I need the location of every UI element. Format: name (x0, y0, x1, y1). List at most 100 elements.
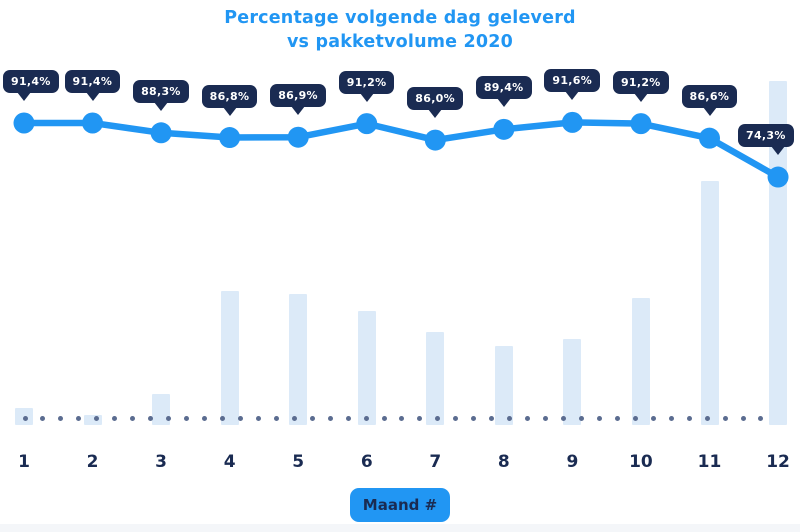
data-point-marker-9 (561, 111, 583, 133)
value-tooltip-label: 86,6% (689, 90, 730, 104)
baseline-dot (94, 415, 100, 421)
data-point-marker-1 (13, 112, 35, 134)
baseline-dot (525, 415, 531, 421)
baseline-dot (237, 415, 243, 421)
baseline-dot (686, 415, 692, 421)
baseline-dot (309, 415, 315, 421)
volume-bar-9 (563, 339, 582, 425)
value-tooltip-label: 91,2% (620, 75, 661, 89)
volume-bar-8 (494, 345, 513, 425)
tooltip-tail (633, 92, 648, 102)
baseline-dot (219, 415, 225, 421)
data-point-marker-7 (424, 129, 446, 151)
value-tooltip-label: 91,2% (346, 75, 387, 89)
baseline-dot (489, 415, 495, 421)
baseline-dot (166, 415, 172, 421)
line-path (20, 119, 782, 181)
x-axis-label-3: 3 (155, 452, 168, 472)
baseline-dot (471, 415, 477, 421)
value-tooltip-11: 86,6% (681, 85, 738, 117)
data-point-marker-5 (287, 126, 309, 148)
chart-title-line2: vs pakketvolume 2020 (286, 32, 514, 52)
baseline-dot (148, 415, 154, 421)
value-tooltip-8: 89,4% (475, 76, 532, 108)
baseline-dot (740, 415, 746, 421)
x-axis-label-1: 1 (18, 452, 30, 472)
volume-bar-2 (83, 414, 102, 425)
value-tooltip-6: 91,2% (338, 70, 395, 102)
baseline-dot (363, 415, 369, 421)
baseline-dot (417, 415, 423, 421)
value-tooltip-10: 91,2% (612, 70, 669, 102)
baseline-dot (632, 415, 638, 421)
baseline-dot (40, 415, 46, 421)
x-axis-label-7: 7 (429, 452, 442, 472)
value-tooltip-4: 86,8% (201, 84, 258, 116)
value-tooltip-label: 86,0% (415, 92, 455, 106)
baseline-dot (722, 415, 728, 421)
value-tooltip-label: 88,3% (141, 84, 181, 98)
baseline-dot (58, 415, 64, 421)
baseline-dot (614, 415, 620, 421)
x-axis-label-11: 11 (697, 452, 722, 472)
chart-title: Percentage volgende dag geleverd vs pakk… (0, 6, 800, 54)
tooltip-tail (702, 107, 717, 117)
baseline-dot (345, 415, 351, 421)
value-tooltip-label: 91,6% (552, 74, 593, 88)
volume-bar-4 (220, 290, 239, 425)
tooltip-tail (222, 106, 237, 116)
baseline-dot (381, 415, 387, 421)
baseline-dot (291, 415, 297, 421)
x-axis-label-6: 6 (360, 452, 373, 472)
baseline-dot (561, 415, 566, 421)
x-axis-label-2: 2 (86, 452, 99, 472)
value-tooltip-1: 91,4% (3, 70, 59, 101)
x-axis-label-12: 12 (766, 452, 790, 472)
tooltip-tail (359, 92, 374, 102)
baseline-dot (112, 415, 118, 421)
baseline-dot (76, 415, 82, 421)
value-tooltip-2: 91,4% (64, 70, 121, 101)
x-axis-title-badge: Maand # (349, 488, 451, 522)
chart-area: 91,4% 91,4% 88,3% 86,8% 86,9% 91,2% 86,0% 89,4%… (0, 60, 800, 432)
data-point-marker-11 (699, 127, 720, 149)
x-axis-label-10: 10 (629, 452, 653, 472)
tooltip-tail (771, 146, 786, 156)
value-tooltip-label: 86,9% (278, 89, 318, 103)
value-tooltip-9: 91,6% (544, 69, 601, 101)
baseline-dot (273, 415, 279, 421)
value-tooltip-label: 91,4% (11, 75, 51, 88)
x-axis-labels: 1 2 3 4 5 6 7 8 9 10 11 12 (0, 452, 800, 476)
baseline-dot (399, 415, 405, 421)
data-point-marker-3 (150, 122, 172, 144)
percentage-line-series (13, 111, 789, 188)
data-point-marker-6 (356, 113, 378, 135)
baseline-dot (202, 415, 207, 421)
baseline-dot (255, 415, 261, 421)
value-tooltip-label: 86,8% (209, 89, 250, 103)
baseline-dot (327, 415, 333, 421)
baseline-dot (596, 415, 602, 421)
value-tooltip-5: 86,9% (270, 84, 326, 116)
volume-bar-10 (631, 297, 650, 425)
value-tooltip-label: 74,3% (746, 129, 786, 143)
value-tooltip-label: 91,4% (72, 75, 113, 88)
baseline-dot (184, 415, 190, 421)
baseline-dot (435, 415, 441, 421)
data-point-marker-8 (493, 118, 515, 140)
volume-bar-6 (357, 311, 376, 425)
value-tooltip-7: 86,0% (407, 87, 463, 119)
x-axis-label-8: 8 (497, 452, 510, 472)
tooltip-tail (428, 109, 443, 119)
baseline-dot (507, 415, 513, 421)
bottom-edge-strip (0, 524, 800, 532)
data-point-marker-10 (630, 113, 652, 135)
volume-bar-7 (426, 332, 445, 425)
volume-bar-12 (769, 81, 788, 425)
volume-bar-3 (152, 394, 171, 425)
tooltip-tail (17, 92, 31, 101)
x-axis-label-9: 9 (566, 452, 579, 472)
tooltip-tail (154, 101, 169, 111)
tooltip-tail (565, 91, 580, 101)
